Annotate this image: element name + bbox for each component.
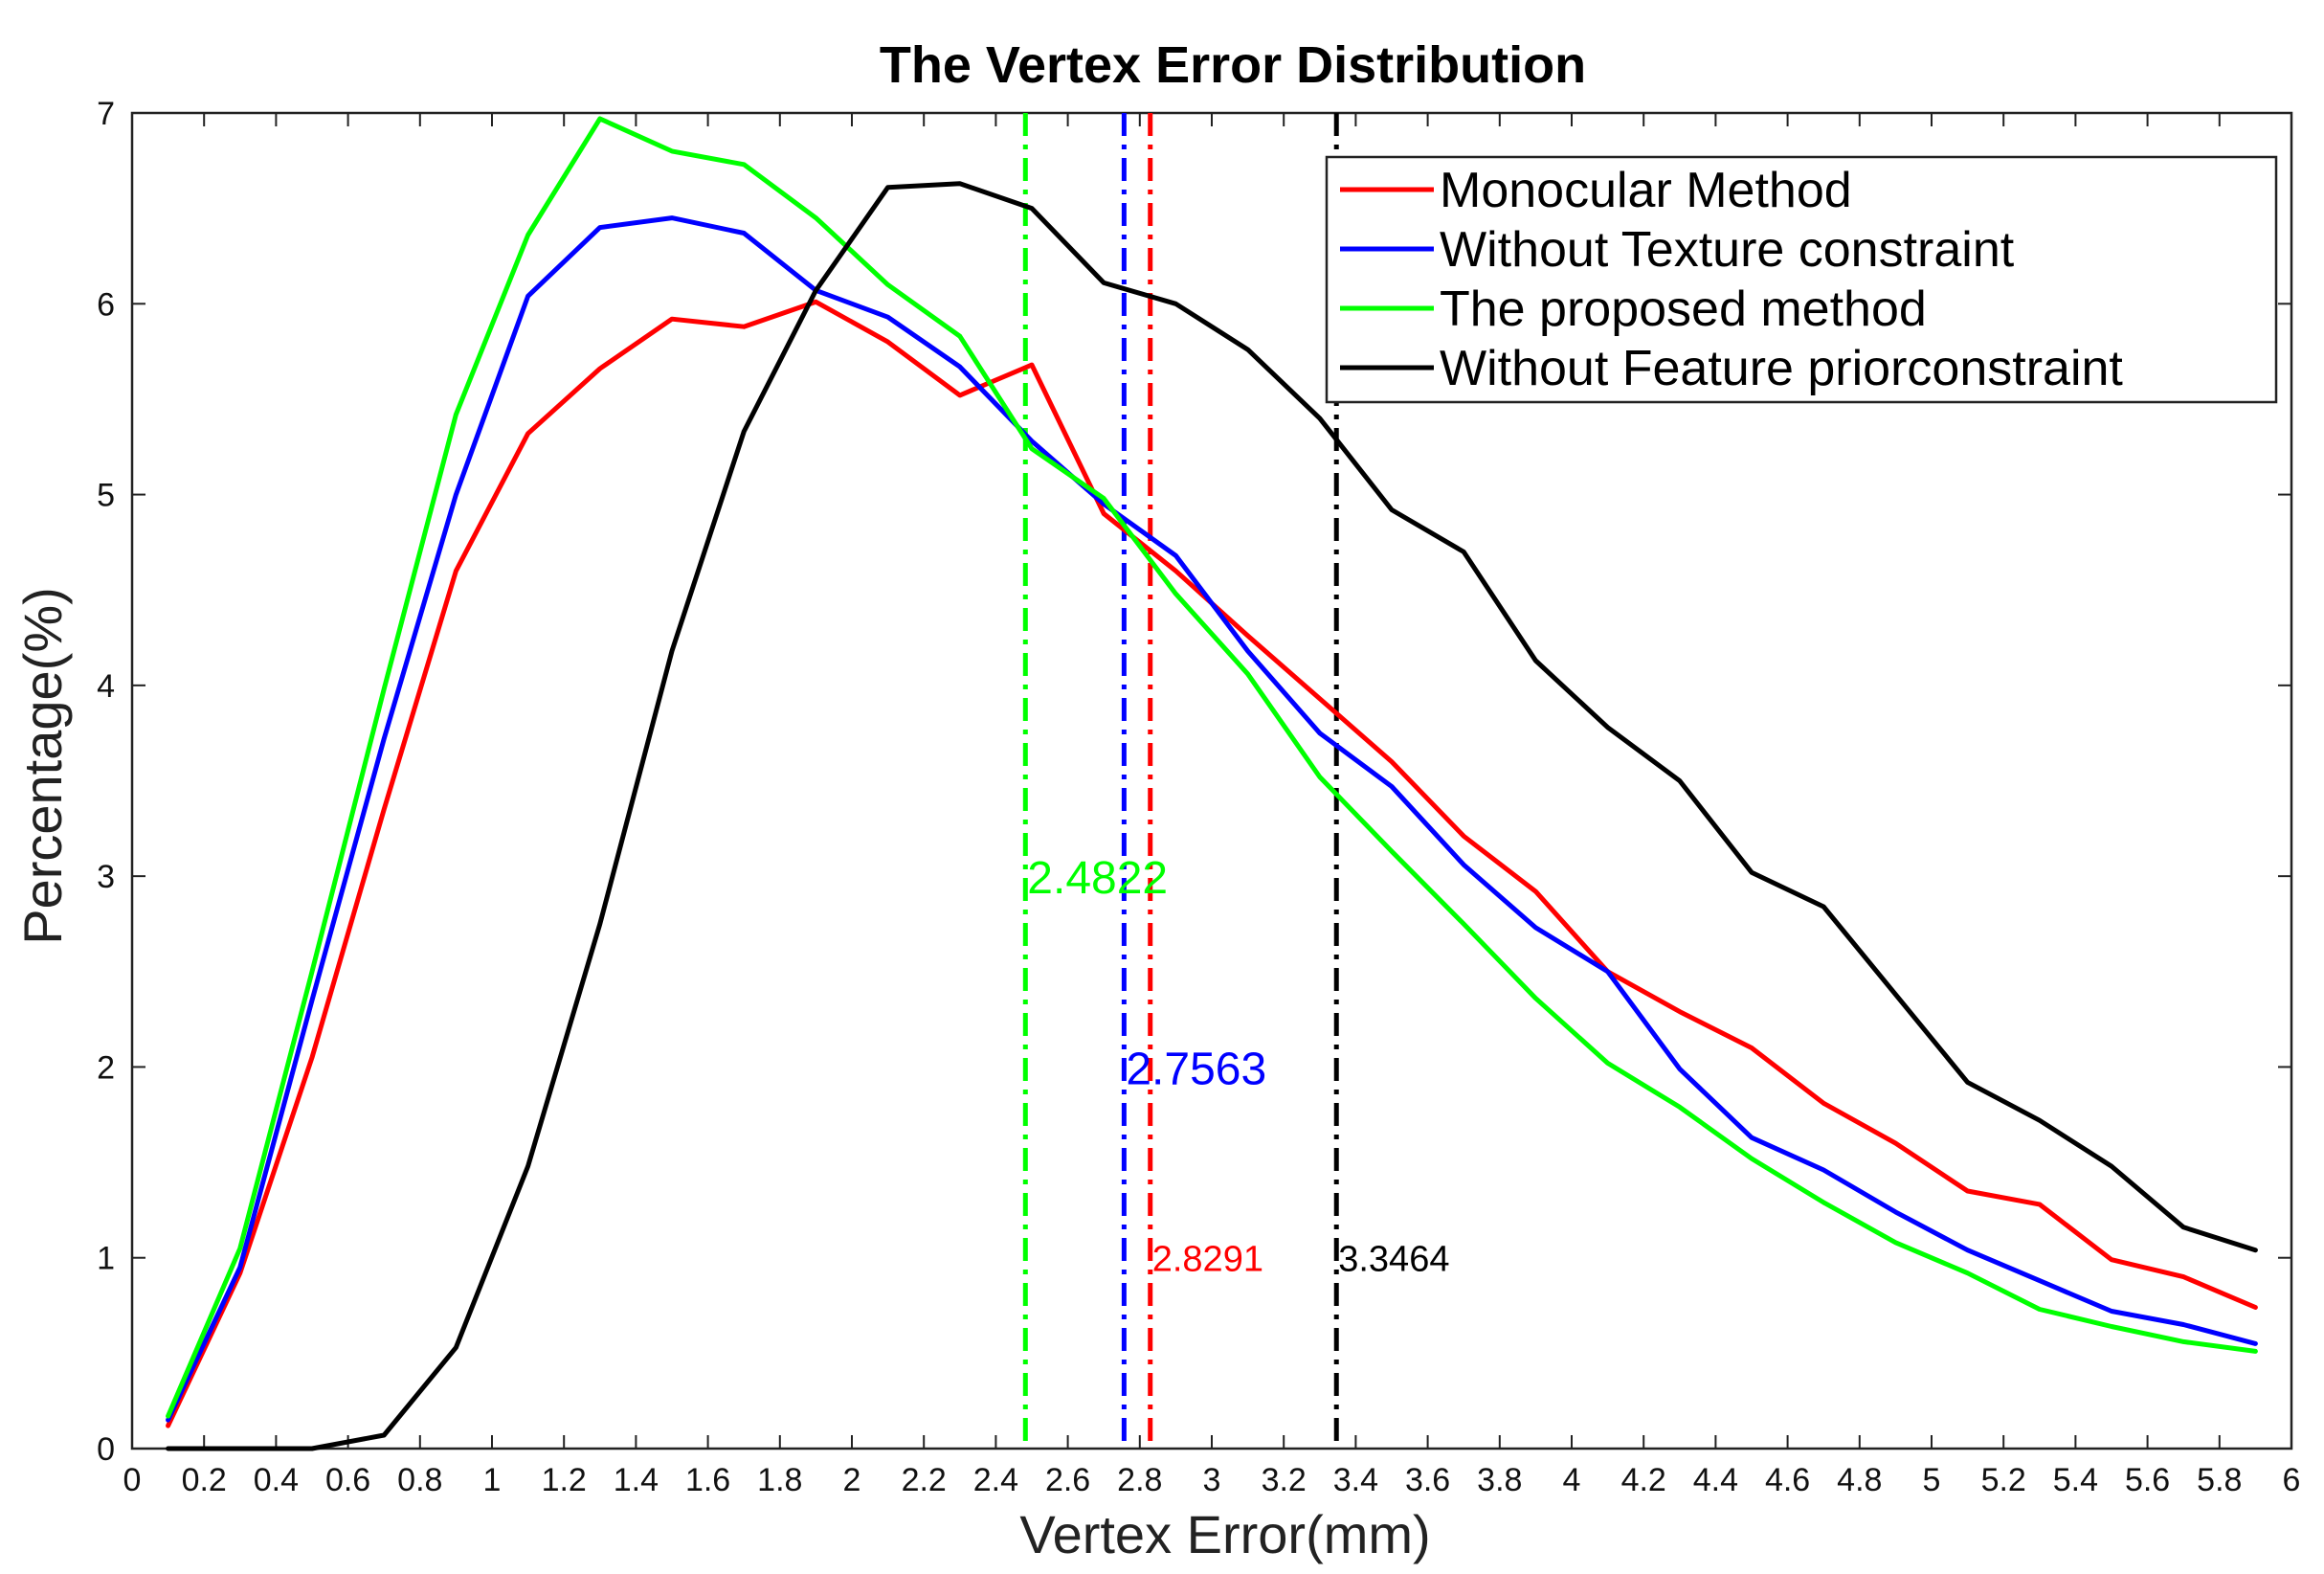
y-tick-label: 3 bbox=[97, 859, 115, 895]
chart-title: The Vertex Error Distribution bbox=[880, 36, 1586, 94]
x-tick-label: 2 bbox=[843, 1462, 861, 1498]
x-tick-label: 1 bbox=[483, 1462, 502, 1498]
x-tick-label: 3.8 bbox=[1477, 1462, 1522, 1498]
x-tick-label: 2.2 bbox=[902, 1462, 947, 1498]
series-line bbox=[166, 116, 2258, 1419]
x-tick-label: 5.6 bbox=[2125, 1462, 2170, 1498]
x-tick-label: 1.8 bbox=[757, 1462, 802, 1498]
series-line bbox=[166, 215, 2258, 1423]
legend-entry: The proposed method bbox=[1440, 281, 1927, 337]
x-tick-label: 4.4 bbox=[1693, 1462, 1738, 1498]
legend-entry: Without Texture constraint bbox=[1440, 222, 2015, 278]
x-tick-label: 4.2 bbox=[1621, 1462, 1666, 1498]
x-tick-label: 5.2 bbox=[1981, 1462, 2026, 1498]
legend-entry: Without Feature priorconstraint bbox=[1440, 341, 2123, 396]
x-tick-label: 0.6 bbox=[325, 1462, 370, 1498]
x-tick-label: 2.6 bbox=[1045, 1462, 1090, 1498]
x-tick-label: 1.2 bbox=[542, 1462, 587, 1498]
mean-line-label: 2.4822 bbox=[1027, 853, 1168, 904]
x-tick-label: 5.4 bbox=[2053, 1462, 2098, 1498]
x-tick-label: 0.2 bbox=[182, 1462, 227, 1498]
y-tick-label: 0 bbox=[97, 1431, 115, 1468]
x-tick-label: 4 bbox=[1563, 1462, 1581, 1498]
x-tick-label: 1.4 bbox=[614, 1462, 659, 1498]
x-tick-label: 4.6 bbox=[1765, 1462, 1810, 1498]
x-tick-label: 0.8 bbox=[397, 1462, 442, 1498]
series-line bbox=[166, 181, 2258, 1451]
x-tick-label: 4.8 bbox=[1837, 1462, 1882, 1498]
x-tick-label: 0.4 bbox=[254, 1462, 299, 1498]
mean-line-label: 2.8291 bbox=[1152, 1240, 1263, 1280]
x-tick-label: 6 bbox=[2283, 1462, 2301, 1498]
x-tick-label: 5 bbox=[1923, 1462, 1941, 1498]
y-tick-label: 4 bbox=[97, 668, 115, 705]
x-tick-label: 3.6 bbox=[1405, 1462, 1450, 1498]
x-tick-label: 3 bbox=[1203, 1462, 1221, 1498]
y-tick-label: 5 bbox=[97, 478, 115, 514]
legend-entry: Monocular Method bbox=[1440, 163, 1852, 218]
plot-area: 0 0.2 0.4 0.6 0.8 1 1.2 1.4 1.6 1.8 2 2.2 2.4 2.6 2.8 3… bbox=[97, 96, 2300, 1498]
mean-line-label: 3.3464 bbox=[1338, 1240, 1449, 1280]
y-tick-label: 6 bbox=[97, 286, 115, 323]
x-axis-label: Vertex Error(mm) bbox=[1019, 1504, 1430, 1564]
x-tick-label: 3.2 bbox=[1262, 1462, 1307, 1498]
mean-line-label: 2.7563 bbox=[1126, 1044, 1266, 1094]
x-tick-label: 2.4 bbox=[973, 1462, 1018, 1498]
x-tick-label: 3.4 bbox=[1333, 1462, 1378, 1498]
x-tick-label: 0 bbox=[123, 1462, 142, 1498]
y-axis-label: Percentage(%) bbox=[12, 587, 73, 945]
x-tick-label: 1.6 bbox=[685, 1462, 730, 1498]
x-tick-label: 2.8 bbox=[1117, 1462, 1162, 1498]
y-tick-label: 7 bbox=[97, 96, 115, 132]
x-tick-label: 5.8 bbox=[2197, 1462, 2242, 1498]
y-tick-label: 2 bbox=[97, 1049, 115, 1086]
y-tick-label: 1 bbox=[97, 1241, 115, 1277]
legend-box bbox=[1325, 155, 2278, 404]
